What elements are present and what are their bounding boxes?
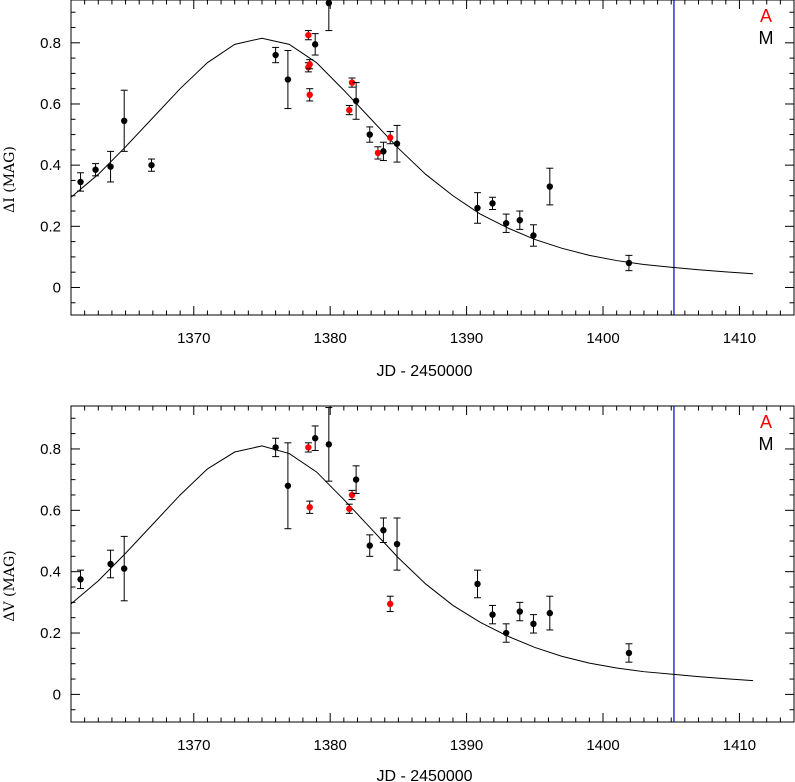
data-point-m — [502, 220, 510, 227]
data-point-m — [284, 76, 292, 83]
data-point-m — [325, 0, 333, 7]
data-point-m — [121, 117, 128, 125]
panel-delta-i: 1370 1380 1390 1400 1410 0 0.2 0.4 0.6 0.8 JD - 24… — [2, 0, 795, 380]
data-point-m — [625, 259, 633, 267]
y-tick-label: 0.2 — [40, 625, 61, 642]
x-tick-label: 1400 — [586, 737, 619, 754]
x-tick-label: 1400 — [586, 330, 619, 347]
legend-entry-a: A — [760, 412, 772, 432]
y-tick-label: 0.8 — [40, 35, 61, 52]
data-point-m — [272, 444, 279, 451]
x-tick-label: 1380 — [314, 737, 347, 754]
data-point-m — [284, 482, 292, 489]
data-point-m — [489, 611, 496, 618]
data-point-a — [374, 149, 382, 157]
data-point-m — [393, 140, 401, 147]
data-point-m — [546, 609, 554, 617]
data-point-m — [121, 565, 128, 572]
panel-delta-v: 1370 1380 1390 1400 1410 0 0.2 0.4 0.6 0.8 JD - 24… — [2, 405, 795, 782]
y-tick-label: 0.8 — [40, 441, 61, 458]
x-tick-label: 1390 — [450, 737, 483, 754]
y-tick-label: 0 — [53, 686, 61, 703]
data-point-m — [474, 204, 481, 212]
data-point-m — [311, 41, 319, 48]
data-point-m — [77, 178, 84, 186]
data-point-m — [530, 620, 537, 628]
plot-area — [71, 406, 754, 722]
data-point-m — [352, 97, 360, 105]
x-axis-label: JD - 2450000 — [376, 768, 472, 782]
data-point-m — [77, 576, 84, 583]
data-point-a — [306, 61, 313, 68]
x-tick-label: 1410 — [723, 330, 756, 347]
y-tick-label: 0.6 — [40, 502, 61, 519]
y-tick-label: 0.6 — [40, 96, 61, 113]
y-tick-label: 0.4 — [40, 564, 61, 581]
x-axis-label: JD - 2450000 — [376, 363, 472, 380]
plot-frame — [70, 405, 795, 723]
data-point-m — [366, 542, 373, 549]
data-point-m — [546, 183, 554, 190]
plot-area — [71, 0, 754, 315]
data-point-a — [348, 79, 356, 86]
legend-entry-m: M — [759, 28, 774, 48]
y-axis-label: ΔI (MAG) — [2, 146, 18, 213]
data-point-a — [348, 491, 356, 499]
model-curve — [71, 37, 754, 275]
y-tick-label: 0.2 — [40, 218, 61, 235]
x-tick-label: 1410 — [723, 737, 756, 754]
data-point-m — [272, 51, 279, 59]
data-point-m — [530, 232, 537, 239]
y-tick-label: 0 — [53, 279, 61, 296]
data-point-m — [516, 608, 524, 615]
data-point-m — [489, 200, 496, 207]
data-point-m — [502, 629, 510, 637]
data-point-m — [92, 166, 99, 173]
x-tick-label: 1380 — [314, 330, 347, 347]
data-point-m — [516, 216, 524, 224]
data-point-m — [366, 131, 373, 138]
model-curve — [71, 445, 754, 682]
data-point-a — [305, 444, 312, 451]
data-point-m — [380, 148, 387, 155]
legend-entry-m: M — [759, 434, 774, 454]
data-point-m — [148, 161, 155, 169]
data-point-a — [306, 504, 313, 511]
data-point-m — [474, 580, 481, 588]
data-point-m — [393, 540, 401, 548]
data-point-m — [311, 435, 319, 442]
data-point-a — [346, 106, 353, 114]
y-axis-label: ΔV (MAG) — [2, 550, 18, 621]
data-point-m — [107, 560, 114, 568]
data-point-a — [306, 91, 313, 99]
data-point-a — [387, 600, 394, 608]
x-tick-label: 1370 — [177, 330, 210, 347]
data-point-m — [352, 476, 360, 483]
x-tick-label: 1390 — [450, 330, 483, 347]
data-point-a — [346, 505, 353, 512]
data-point-m — [625, 649, 633, 657]
data-point-a — [387, 134, 394, 141]
data-point-m — [325, 441, 333, 448]
data-point-m — [107, 163, 114, 170]
legend-entry-a: A — [760, 6, 772, 26]
y-tick-label: 0.4 — [40, 157, 61, 174]
x-tick-label: 1370 — [177, 737, 210, 754]
plot-frame — [70, 0, 795, 316]
data-point-a — [305, 31, 312, 39]
data-point-m — [380, 527, 387, 534]
